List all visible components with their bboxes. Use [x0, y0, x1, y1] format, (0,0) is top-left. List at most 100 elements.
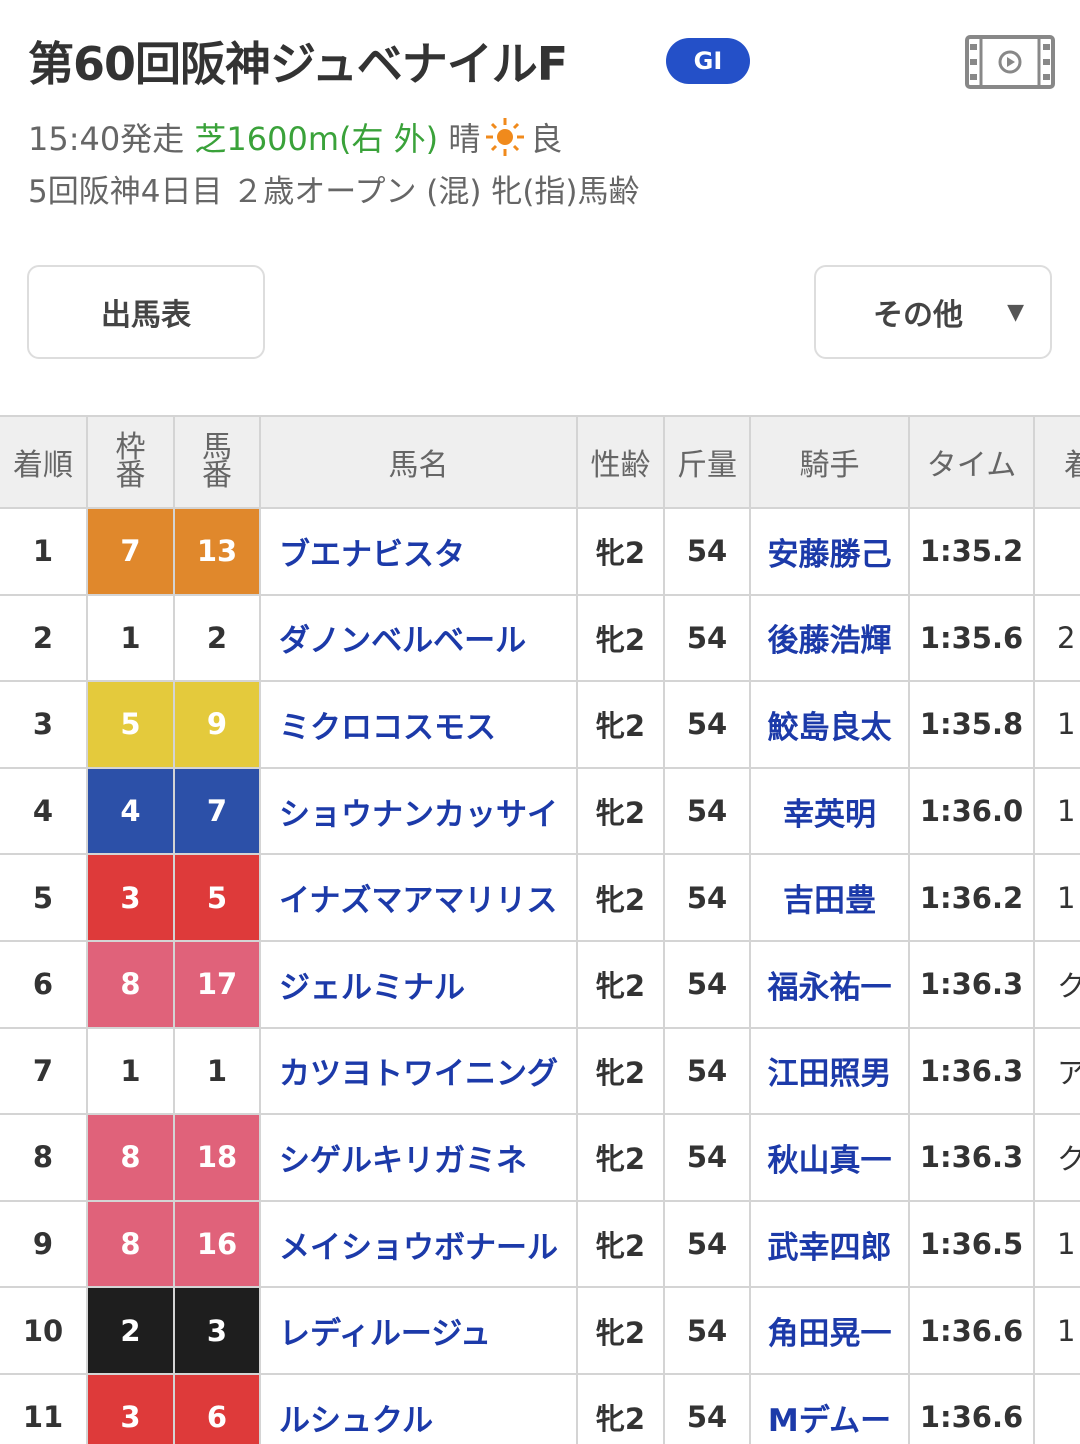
cell-text: 角田晃一	[767, 1316, 892, 1353]
cell-text: 54	[686, 620, 728, 655]
horse-name[interactable]: ブエナビスタ	[261, 509, 578, 596]
cell-text: 後藤浩輝	[767, 623, 892, 660]
sex-age: 牝2	[578, 682, 665, 769]
cell-text: Mデムー	[767, 1402, 892, 1439]
sex-age: 牝2	[578, 1201, 665, 1289]
horse-number: 9	[175, 682, 261, 769]
video-icon[interactable]	[965, 35, 1055, 89]
time: 1:36.3	[910, 1115, 1035, 1202]
rank: 2	[0, 595, 88, 683]
margin: 1	[1035, 1288, 1080, 1375]
cell-text: 54	[686, 880, 728, 915]
margin: ア	[1035, 1029, 1080, 1116]
frame-number: 8	[88, 1115, 175, 1202]
cell-text: 幸英明	[783, 796, 876, 833]
horse-name[interactable]: レディルージュ	[261, 1288, 578, 1375]
cell-text: 着順	[13, 448, 73, 483]
jockey[interactable]: 後藤浩輝	[751, 595, 910, 683]
rank: 6	[0, 942, 88, 1029]
horse-name[interactable]: ミクロコスモス	[261, 682, 578, 769]
cell-text: 牝2	[595, 1055, 646, 1090]
horse-name[interactable]: ショウナンカッサイ	[261, 768, 578, 856]
time: 1:35.8	[910, 682, 1035, 769]
race-info: 5回阪神4日目 ２歳オープン (混) 牝(指)馬齢	[28, 174, 640, 210]
cell-text: 1	[206, 1053, 228, 1088]
column-header: 性齢	[578, 415, 665, 509]
rank: 4	[0, 768, 88, 856]
time: 1:35.6	[910, 595, 1035, 683]
jockey[interactable]: 武幸四郎	[751, 1201, 910, 1289]
cell-text: 2	[1057, 620, 1076, 655]
results-table: 着順枠番馬番馬名性齢斤量騎手タイム着1713ブエナビスタ牝254安藤勝己1:35…	[0, 415, 1080, 1444]
other-dropdown[interactable]: その他 ▼	[814, 265, 1052, 359]
cell-text: 5	[206, 880, 228, 915]
cell-text: 54	[686, 534, 728, 569]
jockey[interactable]: 幸英明	[751, 768, 910, 856]
cell-text: ルシュクル	[279, 1402, 434, 1439]
cell-text: 1:36.2	[919, 880, 1024, 915]
cell-text: 1:35.6	[919, 620, 1024, 655]
cell-text: 54	[686, 967, 728, 1002]
cell-text: 1:36.3	[919, 1140, 1024, 1175]
time: 1:36.6	[910, 1288, 1035, 1375]
cell-text: 3	[120, 880, 141, 915]
entries-button[interactable]: 出馬表	[27, 265, 265, 359]
cell-text: 枠番	[115, 430, 146, 493]
rank: 3	[0, 682, 88, 769]
horse-name[interactable]: ジェルミナル	[261, 942, 578, 1029]
rank: 7	[0, 1028, 88, 1116]
jockey[interactable]: 吉田豊	[751, 855, 910, 942]
cell-text: 54	[686, 1313, 728, 1348]
weight: 54	[665, 768, 751, 856]
cell-text: シゲルキリガミネ	[279, 1142, 527, 1179]
rank: 11	[0, 1375, 88, 1444]
sex-age: 牝2	[578, 1115, 665, 1202]
rank: 9	[0, 1201, 88, 1289]
margin: 1	[1035, 769, 1080, 856]
cell-text: イナズマアマリリス	[279, 883, 558, 920]
horse-name[interactable]: ルシュクル	[261, 1375, 578, 1444]
horse-name[interactable]: シゲルキリガミネ	[261, 1115, 578, 1202]
sex-age: 牝2	[578, 1028, 665, 1116]
cell-text: 13	[196, 534, 238, 569]
frame-number: 3	[88, 1375, 175, 1444]
cell-text: 54	[686, 707, 728, 742]
frame-number: 4	[88, 768, 175, 856]
cell-text: 17	[196, 967, 238, 1002]
horse-name[interactable]: ダノンベルベール	[261, 595, 578, 683]
jockey[interactable]: 福永祐一	[751, 942, 910, 1029]
cell-text: 騎手	[799, 448, 860, 483]
horse-number: 18	[175, 1115, 261, 1202]
jockey[interactable]: 角田晃一	[751, 1288, 910, 1375]
horse-name[interactable]: メイショウボナール	[261, 1201, 578, 1289]
jockey[interactable]: 安藤勝己	[751, 509, 910, 596]
margin: 1	[1035, 682, 1080, 769]
frame-number: 3	[88, 855, 175, 942]
horse-number: 13	[175, 509, 261, 596]
jockey[interactable]: 江田照男	[751, 1028, 910, 1116]
sex-age: 牝2	[578, 768, 665, 856]
jockey[interactable]: 秋山真一	[751, 1115, 910, 1202]
weight: 54	[665, 682, 751, 769]
sex-age: 牝2	[578, 942, 665, 1029]
horse-name[interactable]: カツヨトワイニング	[261, 1028, 578, 1116]
cell-text: 牝2	[595, 709, 646, 744]
horse-name[interactable]: イナズマアマリリス	[261, 855, 578, 942]
cell-text: ミクロコスモス	[279, 709, 496, 746]
rank: 8	[0, 1115, 88, 1202]
dropdown-arrow: ▼	[1007, 299, 1024, 325]
cell-text: 1:35.8	[919, 707, 1024, 742]
margin: 1	[1035, 855, 1080, 942]
weight: 54	[665, 1115, 751, 1202]
cell-text: 着	[1064, 440, 1080, 484]
cell-text: 5	[120, 707, 141, 742]
cell-text: 吉田豊	[783, 883, 876, 920]
horse-number: 6	[175, 1375, 261, 1444]
margin	[1035, 509, 1080, 596]
horse-number: 3	[175, 1288, 261, 1375]
jockey[interactable]: Mデムー	[751, 1375, 910, 1444]
weather: 晴	[448, 120, 481, 158]
cell-text: 18	[196, 1140, 238, 1175]
jockey[interactable]: 鮫島良太	[751, 682, 910, 769]
sex-age: 牝2	[578, 595, 665, 683]
